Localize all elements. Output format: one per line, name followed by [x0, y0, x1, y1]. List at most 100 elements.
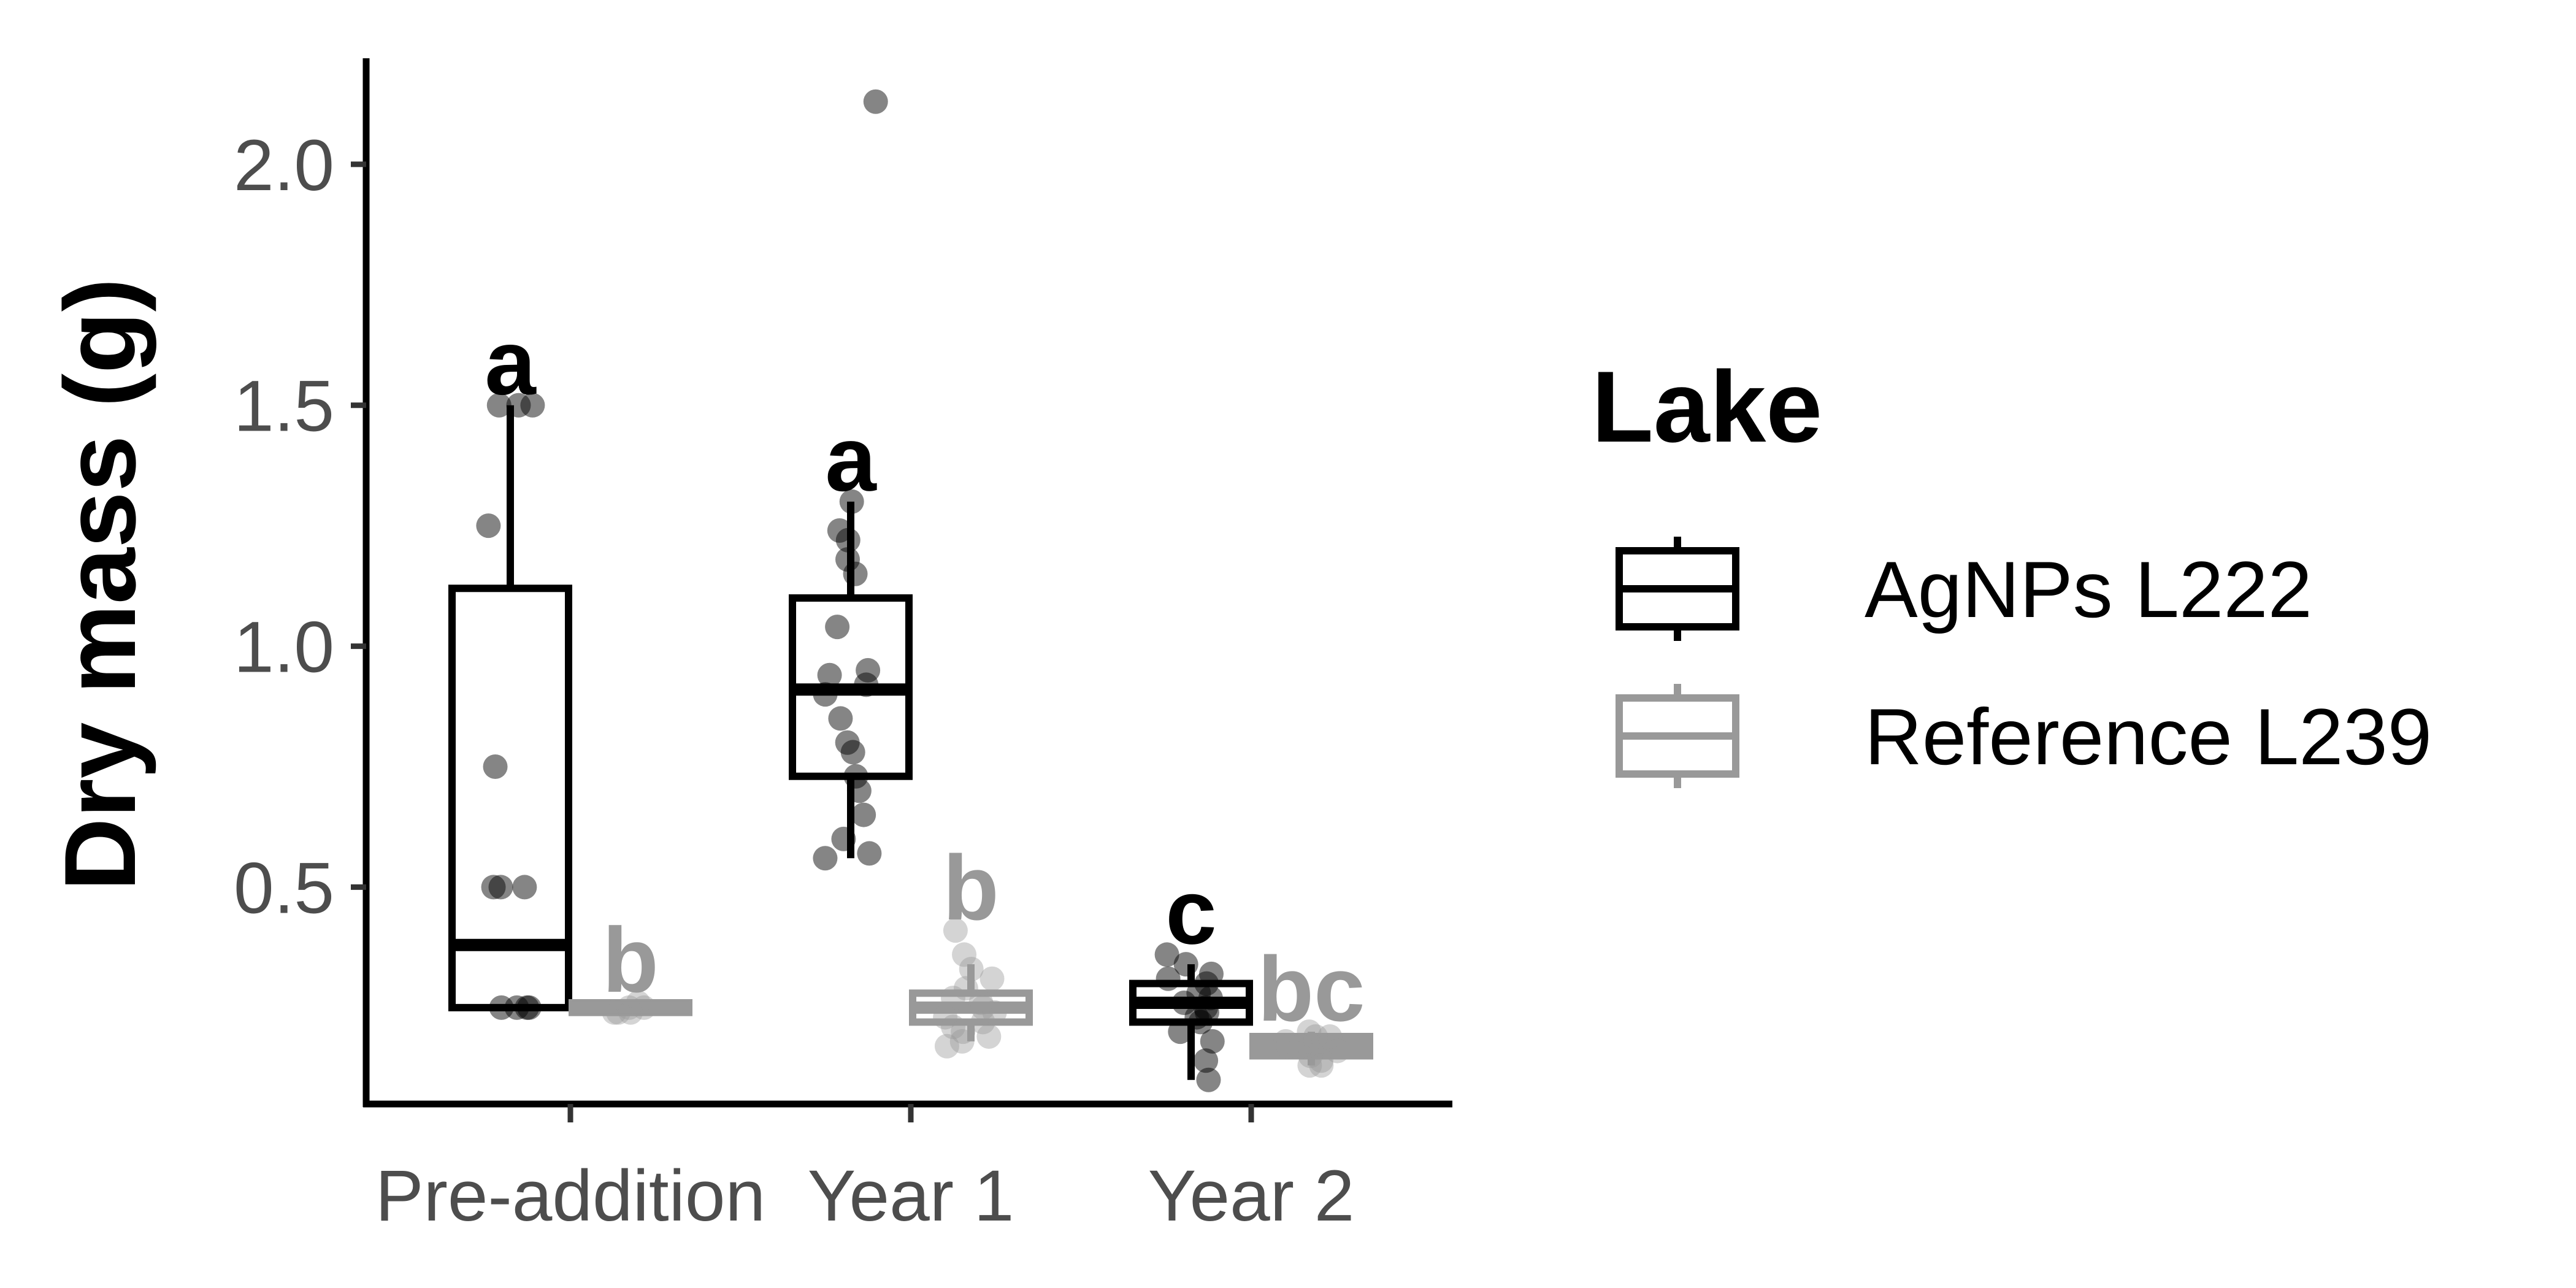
- data-point: [1173, 952, 1198, 977]
- y-tick-label: 1.0: [234, 607, 334, 688]
- legend-title: Lake: [1592, 350, 1822, 463]
- data-point: [481, 875, 506, 900]
- data-point: [840, 740, 865, 765]
- data-point: [512, 875, 537, 900]
- y-tick-label: 0.5: [234, 848, 334, 929]
- data-point: [1298, 1043, 1323, 1068]
- data-point: [831, 826, 856, 851]
- data-point: [934, 1033, 959, 1059]
- data-point: [1196, 1067, 1221, 1092]
- significance-letter: c: [1165, 860, 1216, 963]
- data-point: [486, 393, 512, 418]
- data-point: [516, 995, 542, 1020]
- data-point: [970, 995, 995, 1020]
- data-point: [976, 1024, 1002, 1049]
- data-point: [1303, 1024, 1328, 1049]
- data-point: [940, 986, 965, 1011]
- data-point: [843, 561, 868, 586]
- plot-area: a a c b b bc: [448, 89, 1373, 1092]
- legend-item: AgNPs L222: [1616, 537, 2312, 641]
- data-point: [1198, 961, 1224, 986]
- data-point: [968, 991, 994, 1015]
- data-point: [856, 657, 881, 683]
- data-point: [1186, 981, 1211, 1006]
- data-point: [854, 672, 879, 697]
- data-point: [943, 918, 968, 943]
- data-point: [616, 995, 642, 1020]
- data-point: [813, 682, 838, 707]
- data-point: [488, 875, 513, 900]
- data-point: [1297, 1019, 1322, 1045]
- data-point: [1194, 1048, 1219, 1073]
- data-point: [1168, 1019, 1193, 1045]
- y-tick-label: 2.0: [234, 125, 334, 206]
- data-point: [1156, 966, 1181, 991]
- data-point: [618, 1000, 643, 1025]
- data-point: [851, 802, 876, 827]
- data-point: [483, 754, 508, 779]
- data-point: [835, 527, 861, 553]
- data-point: [827, 518, 852, 543]
- data-point: [1198, 986, 1223, 1011]
- y-axis-title: Dry mass (g): [44, 278, 156, 891]
- data-point: [817, 662, 842, 688]
- data-point: [835, 547, 861, 572]
- data-point: [1275, 1033, 1300, 1059]
- legend-item: Reference L239: [1616, 684, 2432, 788]
- box: [448, 585, 572, 1011]
- significance-letter: bc: [1257, 937, 1365, 1040]
- data-point: [504, 995, 529, 1020]
- data-point: [1309, 1048, 1334, 1073]
- data-point: [506, 393, 531, 418]
- data-point: [933, 1005, 958, 1030]
- data-point: [602, 1000, 627, 1025]
- data-point: [843, 764, 868, 789]
- data-point: [979, 966, 1005, 991]
- x-tick-label: Year 1: [808, 1156, 1014, 1236]
- significance-letter: b: [943, 836, 999, 939]
- data-point: [1325, 1038, 1350, 1064]
- x-tick-label: Year 2: [1148, 1156, 1355, 1236]
- data-point: [839, 489, 864, 514]
- significance-letter: a: [485, 311, 537, 414]
- data-point: [846, 778, 872, 803]
- data-point: [1194, 971, 1219, 996]
- data-point: [1309, 1053, 1334, 1078]
- data-point: [1188, 1010, 1213, 1035]
- data-point: [1171, 991, 1197, 1015]
- data-point: [863, 89, 888, 114]
- data-point: [1288, 1033, 1313, 1059]
- data-point: [857, 841, 882, 866]
- data-point: [941, 1014, 966, 1040]
- legend-label: Reference L239: [1865, 692, 2432, 781]
- data-point: [1193, 995, 1218, 1020]
- data-point: [970, 1010, 995, 1035]
- data-point: [828, 706, 853, 731]
- data-point: [959, 957, 984, 981]
- data-point: [515, 995, 540, 1020]
- data-point: [952, 942, 977, 967]
- significance-letter: b: [602, 908, 659, 1011]
- x-tick-label: Pre-addition: [375, 1156, 765, 1236]
- legend-label: AgNPs L222: [1865, 545, 2312, 634]
- y-tick-label: 1.5: [234, 366, 334, 447]
- data-point: [953, 976, 978, 1001]
- significance-letter: a: [825, 407, 877, 510]
- data-point: [631, 995, 656, 1020]
- axes: 0.5 1.0 1.5 2.0 Pre-addition Year 1 Year 2: [234, 58, 1452, 1236]
- data-point: [949, 1029, 975, 1054]
- data-point: [1317, 1024, 1343, 1049]
- data-point: [1154, 942, 1179, 967]
- data-point: [1273, 1029, 1298, 1054]
- data-point: [626, 991, 651, 1015]
- data-point: [606, 1000, 631, 1025]
- data-point: [813, 846, 838, 871]
- data-point: [951, 1019, 976, 1045]
- legend: Lake AgNPs L222 Reference L239: [1592, 350, 2432, 788]
- data-point: [1200, 1029, 1225, 1054]
- data-point: [835, 730, 860, 755]
- data-point: [1194, 1000, 1219, 1025]
- data-point: [825, 615, 850, 640]
- data-point: [489, 995, 514, 1020]
